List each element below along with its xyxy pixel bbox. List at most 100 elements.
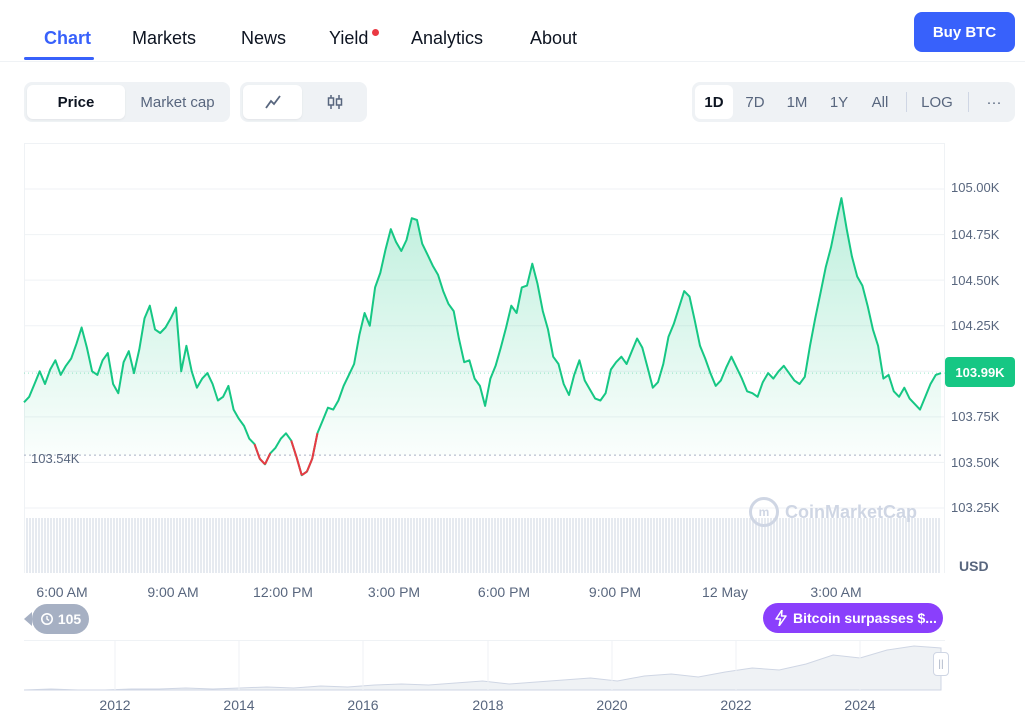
volume-bar [920,518,922,573]
market-cap-button[interactable]: Market cap [140,93,215,111]
volume-bar [101,518,103,573]
volume-bar [251,518,253,573]
volume-bar [119,518,121,573]
volume-bar [179,518,181,573]
volume-bar [758,518,760,573]
volume-bar [572,518,574,573]
volume-bar [539,518,541,573]
volume-bar [230,518,232,573]
volume-bar [191,518,193,573]
tab-yield[interactable]: Yield [329,28,369,48]
volume-bar [122,518,124,573]
volume-bar [674,518,676,573]
volume-bar [374,518,376,573]
volume-bar [647,518,649,573]
volume-bar [788,518,790,573]
top-nav: Chart Markets News Yield Analytics About… [0,0,1025,62]
chart-type-toggle [240,82,367,122]
volume-bar [530,518,532,573]
log-toggle[interactable]: LOG [921,93,953,111]
tab-about[interactable]: About [530,28,578,48]
tab-markets[interactable]: Markets [132,28,197,48]
volume-bar [560,518,562,573]
volume-bar [284,518,286,573]
volume-bar [554,518,556,573]
volume-bar [164,518,166,573]
volume-bar [317,518,319,573]
volume-bar [443,518,445,573]
volume-bar [665,518,667,573]
volume-bar [818,518,820,573]
line-chart-icon [264,95,281,109]
candlestick-button[interactable] [305,85,364,119]
volume-bar [134,518,136,573]
y-tick: 104.75K [951,227,1000,242]
price-line [23,197,942,477]
price-button[interactable]: Price [27,85,125,119]
x-tick: 6:00 AM [36,584,88,600]
buy-btc-button[interactable]: Buy BTC [914,12,1015,52]
volume-bar [38,518,40,573]
volume-bar [635,518,637,573]
volume-bar [929,518,931,573]
volume-bar [413,518,415,573]
volume-bar [839,518,841,573]
volume-bar [935,518,937,573]
line-chart-button[interactable] [243,85,302,119]
range-1d[interactable]: 1D [695,85,733,119]
range-all[interactable]: All [871,93,889,111]
volume-bar [170,518,172,573]
volume-bar [194,518,196,573]
range-1m[interactable]: 1M [786,93,808,111]
volume-bar [668,518,670,573]
volume-bar [827,518,829,573]
tab-news[interactable]: News [241,28,287,48]
volume-bar [254,518,256,573]
volume-bar [260,518,262,573]
navigator-chart [23,645,942,691]
volume-bar [614,518,616,573]
events-count-pill[interactable]: 105 [24,604,89,634]
volume-bar [353,518,355,573]
volume-bar [695,518,697,573]
volume-bar [221,518,223,573]
volume-bar [86,518,88,573]
volume-bar [494,518,496,573]
volume-bar [875,518,877,573]
volume-bar [863,518,865,573]
volume-bar [398,518,400,573]
volume-bar [740,518,742,573]
volume-bar [659,518,661,573]
navigator-handle[interactable]: || [933,652,949,676]
more-options-button[interactable]: ··· [986,93,1002,111]
volume-bar [410,518,412,573]
tab-analytics[interactable]: Analytics [411,28,484,48]
volume-bar [860,518,862,573]
metric-toggle: Price Market cap [24,82,230,122]
volume-bar [377,518,379,573]
volume-bar [440,518,442,573]
volume-bar [206,518,208,573]
range-1y[interactable]: 1Y [829,93,849,111]
volume-bar [785,518,787,573]
year-label: 2014 [223,697,255,713]
tab-chart[interactable]: Chart [44,28,92,48]
lightning-icon [775,610,787,626]
volume-bar [602,518,604,573]
volume-bar [305,518,307,573]
volume-bar [401,518,403,573]
volume-bar [29,518,31,573]
range-selector: 1D 7D 1M 1Y All LOG ··· [692,82,1015,122]
x-tick: 9:00 AM [147,584,199,600]
volume-bar [476,518,478,573]
range-7d[interactable]: 7D [745,93,765,111]
volume-bar [854,518,856,573]
notification-dot [372,29,379,36]
volume-bar [74,518,76,573]
range-navigator[interactable] [24,640,945,690]
volume-bar [632,518,634,573]
news-event-pill[interactable]: Bitcoin surpasses $... [763,603,943,633]
volume-bar [722,518,724,573]
y-tick: 103.75K [951,409,1000,424]
